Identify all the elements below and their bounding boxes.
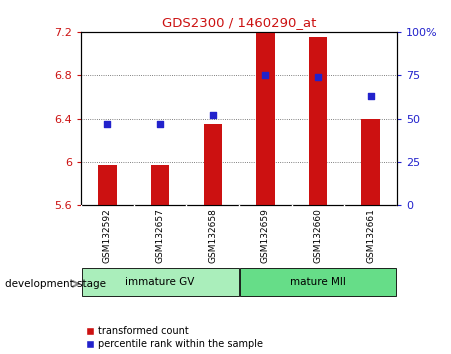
- Point: [104, 121, 111, 127]
- Text: mature MII: mature MII: [290, 277, 346, 287]
- FancyBboxPatch shape: [82, 268, 239, 296]
- Bar: [98, 165, 117, 205]
- Point: [262, 72, 269, 78]
- Text: immature GV: immature GV: [125, 277, 195, 287]
- Text: GSM132660: GSM132660: [313, 209, 322, 263]
- Bar: [203, 124, 222, 205]
- Bar: [151, 165, 169, 205]
- Text: GSM132657: GSM132657: [156, 209, 165, 263]
- Point: [209, 112, 216, 118]
- Text: GSM132592: GSM132592: [103, 209, 112, 263]
- Point: [156, 121, 164, 127]
- Title: GDS2300 / 1460290_at: GDS2300 / 1460290_at: [162, 16, 316, 29]
- Bar: [309, 37, 327, 205]
- Legend: transformed count, percentile rank within the sample: transformed count, percentile rank withi…: [86, 326, 263, 349]
- Text: GSM132658: GSM132658: [208, 209, 217, 263]
- Point: [314, 74, 322, 80]
- FancyBboxPatch shape: [239, 268, 396, 296]
- Text: GSM132661: GSM132661: [366, 209, 375, 263]
- Text: GSM132659: GSM132659: [261, 209, 270, 263]
- Point: [367, 93, 374, 99]
- Bar: [361, 119, 380, 205]
- Text: development stage: development stage: [5, 279, 106, 289]
- Bar: [256, 33, 275, 205]
